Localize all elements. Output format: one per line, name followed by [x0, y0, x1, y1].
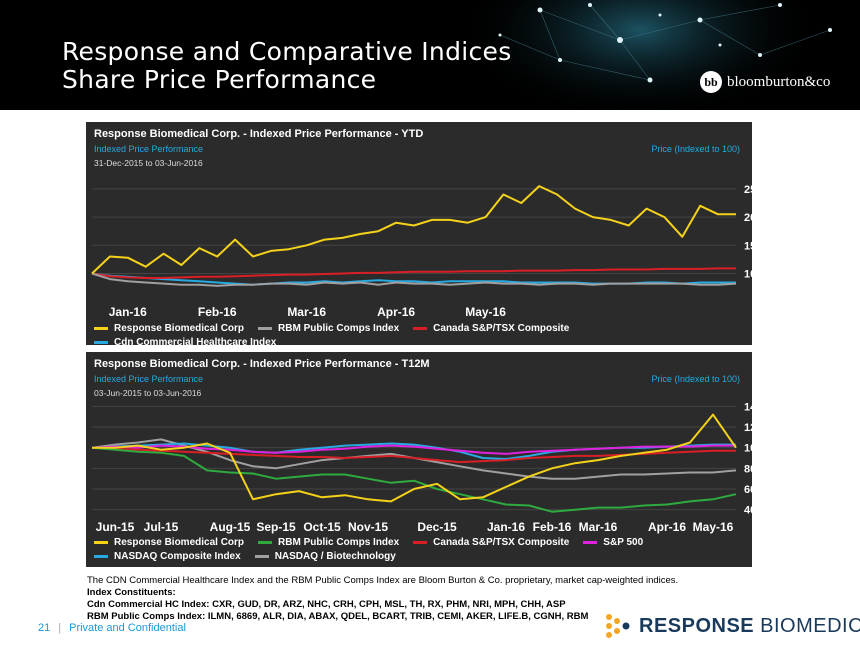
chart1-ylabel: Price (Indexed to 100): [651, 144, 740, 154]
chart2-subtitle: Indexed Price Performance: [94, 374, 204, 384]
legend-swatch: [94, 340, 108, 344]
footnote-line1: The CDN Commercial Healthcare Index and …: [87, 575, 679, 586]
chart2-title: Response Biomedical Corp. - Indexed Pric…: [94, 358, 430, 370]
chart2-ylabel: Price (Indexed to 100): [651, 374, 740, 384]
legend-swatch: [258, 326, 273, 330]
bloomburton-mark-icon: bb: [700, 71, 722, 93]
legend-label: RBM Public Comps Index: [278, 536, 400, 548]
legend-label: NASDAQ / Biotechnology: [274, 550, 396, 562]
y-tick-label: 40: [744, 505, 752, 517]
chart2-legend: Response Biomedical Corp RBM Public Comp…: [94, 535, 744, 563]
legend-swatch: [94, 554, 108, 558]
legend-swatch: [254, 554, 269, 558]
legend-swatch: [413, 326, 428, 330]
legend-swatch: [94, 540, 108, 544]
legend-label: S&P 500: [603, 536, 644, 548]
plot-area: [92, 172, 736, 296]
confidential-label: Private and Confidential: [69, 622, 186, 634]
y-tick-label: 120: [744, 422, 752, 434]
legend-item: Response Biomedical Corp: [94, 321, 244, 335]
chart1-date-range: 31-Dec-2015 to 03-Jun-2016: [94, 158, 203, 168]
x-tick-label: Apr-16: [648, 520, 686, 534]
legend-label: RBM Public Comps Index: [278, 322, 400, 334]
slide-title-line2: Share Price Performance: [62, 65, 377, 94]
legend-swatch: [258, 540, 273, 544]
bloomburton-logo: bb bloomburton&co: [700, 70, 830, 94]
chart1-title: Response Biomedical Corp. - Indexed Pric…: [94, 128, 424, 140]
legend-label: NASDAQ Composite Index: [114, 550, 241, 562]
legend-item: RBM Public Comps Index: [258, 535, 399, 549]
legend-label: Canada S&P/TSX Composite: [433, 536, 570, 548]
legend-label: Response Biomedical Corp: [114, 536, 245, 548]
legend-item: NASDAQ Composite Index: [94, 549, 241, 563]
legend-label: Canada S&P/TSX Composite: [433, 322, 570, 334]
footnote-line2: Index Constituents:: [87, 587, 176, 598]
chart1-svg: 100 150 200 250 Jan-16 Feb-16 Mar-16 Apr-16 May-…: [91, 172, 752, 319]
logo-word-response: RESPONSE: [639, 614, 755, 637]
legend-item: Cdn Commercial Healthcare Index: [94, 335, 276, 349]
footnote-line3: Cdn Commercial HC Index: CXR, GUD, DR, A…: [87, 599, 566, 610]
x-tick-label: Jan-16: [109, 305, 147, 319]
legend-swatch: [413, 540, 428, 544]
y-tick-label: 150: [744, 240, 752, 252]
x-tick-label: May-16: [693, 520, 734, 534]
x-tick-label: Apr-16: [377, 305, 415, 319]
legend-item: RBM Public Comps Index: [258, 321, 399, 335]
footnote: The CDN Commercial Healthcare Index and …: [87, 575, 678, 623]
x-tick-label: Oct-15: [303, 520, 341, 534]
chart2-date-range: 03-Jun-2015 to 03-Jun-2016: [94, 388, 202, 398]
legend-item: Response Biomedical Corp: [94, 535, 244, 549]
series-line-response-biomedical-corp: [92, 413, 737, 503]
x-tick-label: Mar-16: [579, 520, 618, 534]
legend-label: Response Biomedical Corp: [114, 322, 245, 334]
series-line-s-p-500: [91, 444, 736, 455]
y-tick-label: 100: [744, 443, 752, 455]
network-graphic: [460, 0, 832, 110]
x-tick-label: Feb-16: [198, 305, 237, 319]
x-tick-label: Mar-16: [287, 305, 326, 319]
y-tick-label: 140: [744, 401, 752, 413]
y-tick-label: 60: [744, 484, 752, 496]
chart1-legend: Response Biomedical Corp RBM Public Comp…: [94, 321, 744, 349]
legend-item: Canada S&P/TSX Composite: [413, 321, 569, 335]
y-tick-label: 100: [744, 268, 752, 280]
footnote-line4: RBM Public Comps Index: ILMN, 6869, ALR,…: [87, 611, 589, 622]
response-biomedical-mark-icon: [606, 614, 630, 638]
legend-swatch: [94, 326, 108, 330]
logo-word-biomedical: BIOMEDICAL: [760, 614, 860, 637]
x-tick-label: Dec-15: [417, 520, 457, 534]
legend-item: NASDAQ / Biotechnology: [254, 549, 396, 563]
x-tick-label: Sep-15: [256, 520, 296, 534]
x-tick-label: Feb-16: [533, 520, 572, 534]
y-tick-label: 80: [744, 463, 752, 475]
page-footer: 21 | Private and Confidential: [38, 622, 186, 634]
x-tick-label: Nov-15: [348, 520, 388, 534]
x-tick-label: Aug-15: [210, 520, 251, 534]
legend-label: Cdn Commercial Healthcare Index: [114, 336, 277, 348]
x-tick-label: Jun-15: [96, 520, 135, 534]
chart2-svg: 40 60 80 100 120 140 Jun-15 Jul-15 Aug-15 Sep-15 O…: [91, 396, 752, 534]
y-tick-label: 200: [744, 212, 752, 224]
series-line-canada-s-p-tsx-composite: [91, 267, 736, 279]
x-tick-label: Jul-15: [144, 520, 179, 534]
x-tick-label: May-16: [465, 305, 506, 319]
legend-item: S&P 500: [583, 535, 643, 549]
chart1-subtitle: Indexed Price Performance: [94, 144, 204, 154]
slide-title-line1: Response and Comparative Indices: [62, 37, 512, 66]
ytd-chart-panel: Response Biomedical Corp. - Indexed Pric…: [86, 122, 752, 348]
page-number: 21: [38, 622, 51, 634]
t12m-chart-panel: Response Biomedical Corp. - Indexed Pric…: [86, 352, 752, 567]
series-line-rbm-public-comps-index: [91, 446, 737, 513]
legend-swatch: [583, 540, 598, 544]
legend-item: Canada S&P/TSX Composite: [413, 535, 569, 549]
x-tick-label: Jan-16: [487, 520, 525, 534]
header-banner: Response and Comparative Indices Share P…: [0, 0, 860, 110]
bloomburton-name: bloomburton&co: [727, 73, 831, 90]
series-line-response-biomedical-corp: [91, 185, 736, 275]
y-tick-label: 250: [744, 184, 752, 196]
series-line-rbm-public-comps-index: [91, 272, 737, 287]
response-biomedical-logo: RESPONSE BIOMEDICAL: [605, 613, 860, 639]
